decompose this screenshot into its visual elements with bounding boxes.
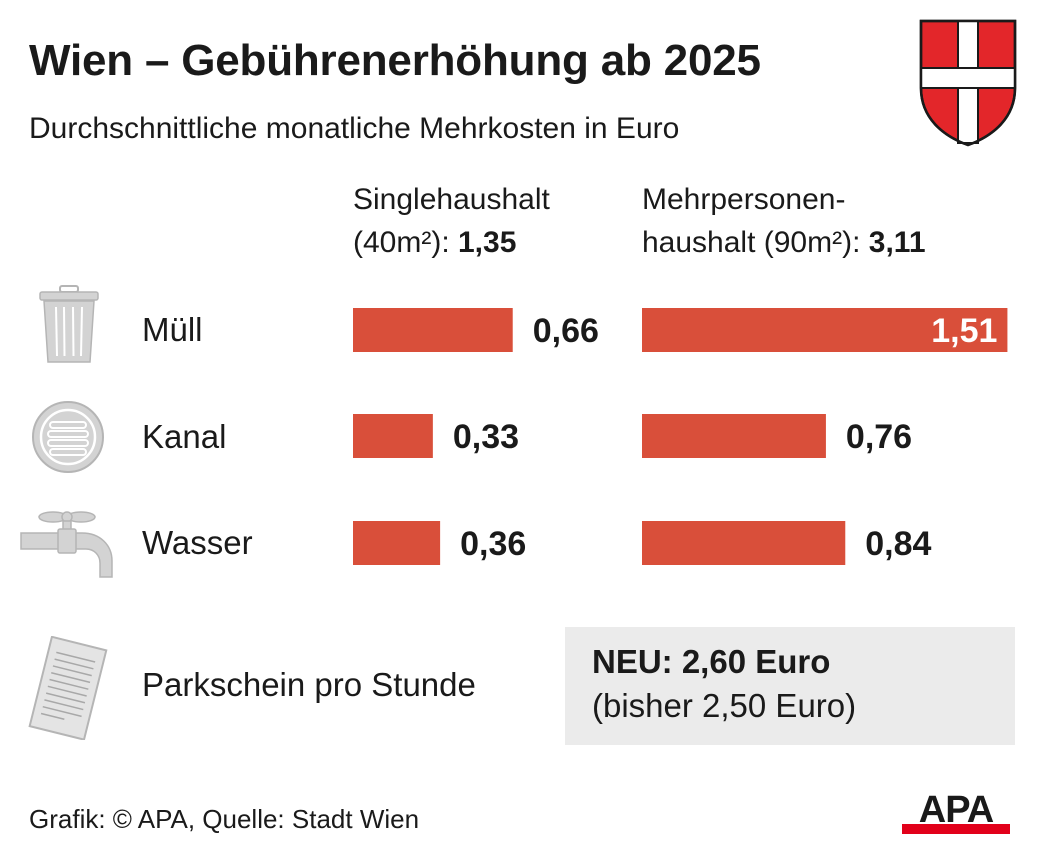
chart-title: Wien – Gebührenerhöhung ab 2025 — [29, 36, 761, 85]
bar-label-multi-wasser: 0,84 — [865, 525, 931, 563]
bar-multi-kanal — [642, 414, 826, 458]
column-header-single-line1: Singlehaushalt — [353, 183, 550, 216]
bar-multi-wasser — [642, 521, 846, 565]
vienna-coat-of-arms-icon — [919, 19, 1017, 147]
column-total-multi: 3,11 — [868, 226, 926, 259]
bar-single-kanal — [353, 414, 433, 458]
bar-single-muell — [353, 308, 513, 352]
parking-ticket-label: Parkschein pro Stunde — [142, 666, 476, 703]
bar-label-single-wasser: 0,36 — [460, 525, 526, 563]
row-label-wasser: Wasser — [142, 524, 253, 561]
water-tap-icon — [20, 511, 113, 578]
parking-ticket-icon — [28, 636, 108, 740]
column-header-multi-line1: Mehrpersonen- — [642, 183, 846, 216]
bar-label-multi-kanal: 0,76 — [846, 418, 912, 456]
trash-can-icon — [39, 285, 99, 363]
source-credit: Grafik: © APA, Quelle: Stadt Wien — [29, 804, 420, 834]
bar-label-single-muell: 0,66 — [533, 312, 599, 350]
bar-multi-muell — [642, 308, 1008, 352]
parking-old-price: (bisher 2,50 Euro) — [592, 687, 857, 724]
parking-new-price: NEU: 2,60 Euro — [592, 643, 831, 680]
manhole-cover-icon — [32, 401, 104, 473]
apa-logo: APA — [902, 790, 1010, 834]
bar-label-single-kanal: 0,33 — [453, 418, 519, 456]
bar-label-multi-muell: 1,51 — [931, 312, 997, 350]
parking-price-box: NEU: 2,60 Euro (bisher 2,50 Euro) — [565, 627, 1015, 745]
chart-subtitle: Durchschnittliche monatliche Mehrkosten … — [29, 112, 680, 145]
row-label-kanal: Kanal — [142, 418, 227, 455]
bar-single-wasser — [353, 521, 441, 565]
column-header-single: Singlehaushalt (40m²): 1,35 — [353, 178, 550, 264]
column-header-multi-line2: haushalt (90m²): 3,11 — [642, 226, 926, 259]
column-total-single: 1,35 — [458, 226, 517, 259]
row-label-muell: Müll — [142, 311, 203, 348]
column-header-multi: Mehrpersonen- haushalt (90m²): 3,11 — [642, 178, 926, 264]
column-header-single-line2: (40m²): 1,35 — [353, 226, 517, 259]
